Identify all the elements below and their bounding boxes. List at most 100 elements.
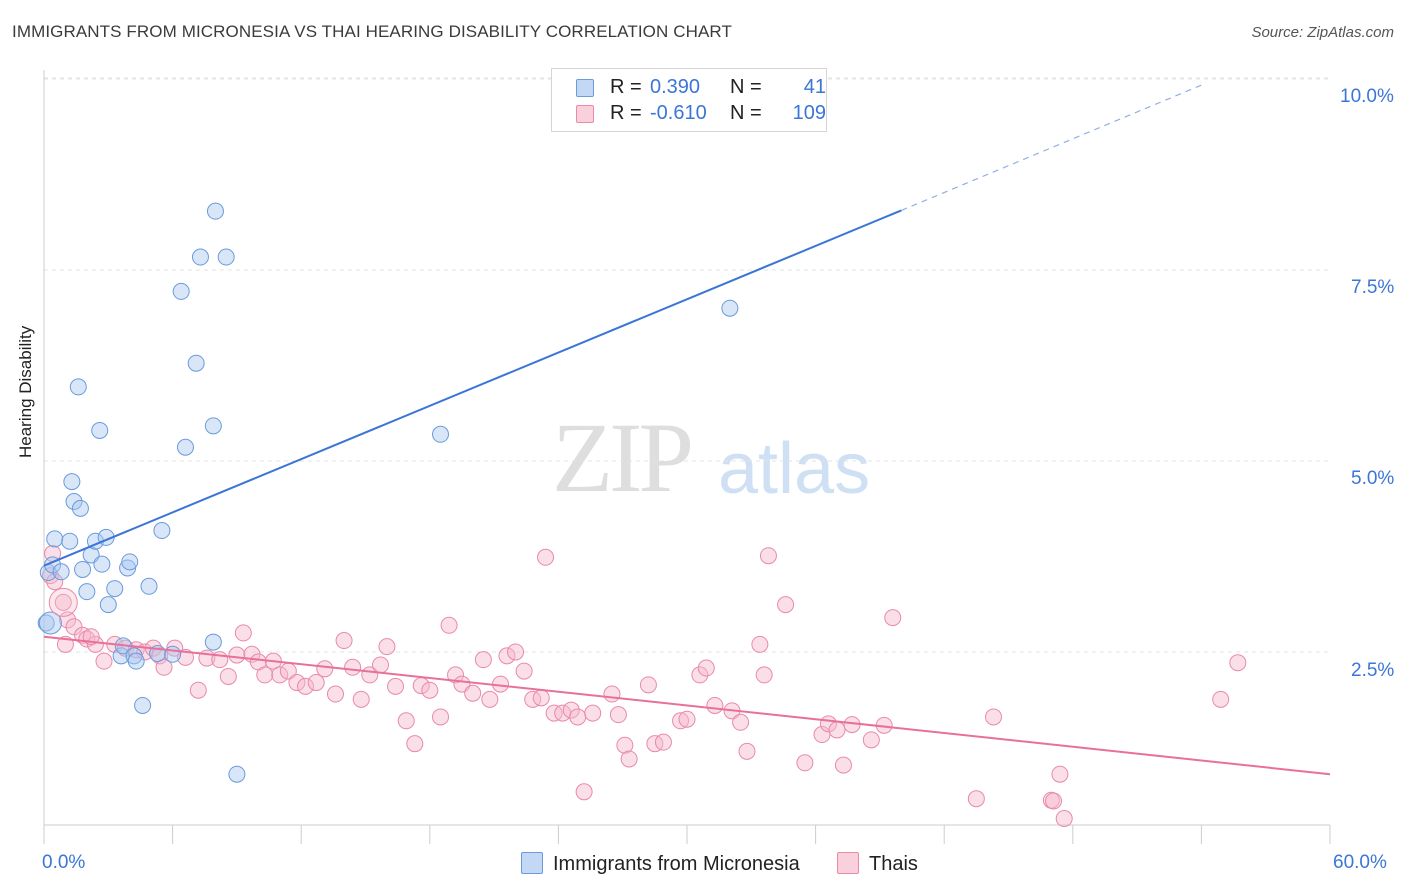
micronesia-point [37,614,55,632]
thais-point [537,548,555,566]
micronesia-point [206,202,224,220]
micronesia-point [191,248,209,266]
micronesia-point [93,555,111,573]
thais-point [524,690,542,708]
chart-title: IMMIGRANTS FROM MICRONESIA VS THAI HEARI… [12,22,732,41]
bottom-legend-swatch-blue [521,852,543,874]
thais-point [307,674,325,692]
y-axis-label: Hearing Disability [16,325,35,458]
source-label: Source: ZipAtlas.com [1251,24,1394,41]
thais-point [421,681,439,699]
micronesia-point [69,378,87,396]
stats-legend: R = 0.390 N = 41 R = -0.610 N = 109 [551,68,827,132]
thais-point [967,790,985,808]
micronesia-point [65,492,83,510]
thais-point [1229,654,1247,672]
thais-point [759,547,777,565]
legend-n-value: 109 [792,102,826,124]
thais-point [219,667,237,685]
micronesia-point [432,425,450,443]
thais-point [646,735,664,753]
thais-point [1051,765,1069,783]
thais-point [406,735,424,753]
micronesia-point [164,645,182,663]
thais-point [151,647,169,665]
thais-point [432,708,450,726]
micronesia-trend-extension [901,84,1202,211]
thais-point [498,647,516,665]
micronesia-point [71,499,89,517]
thais-point [862,731,880,749]
thais-point [1055,810,1073,828]
thais-point [344,658,362,676]
micronesia-point [63,473,81,491]
thais-point [387,677,405,695]
thais-point [228,646,246,664]
thais-point [620,750,638,768]
micronesia-point [91,421,109,439]
thais-point [603,685,621,703]
thais-point [397,712,415,730]
legend-r-value: 0.390 [650,76,701,98]
thais-point [672,712,690,730]
micronesia-point [721,299,739,317]
x-tick-label-max: 60.0% [1333,852,1387,873]
thais-point [474,651,492,669]
legend-n-value: 41 [803,76,826,98]
thais-point [515,662,533,680]
thais-point [884,609,902,627]
micronesia-point [99,596,117,614]
thais-point [507,643,525,661]
thais-point [440,616,458,634]
micronesia-point [134,696,152,714]
thais-point [155,658,173,676]
watermark-zip: ZIP [552,402,694,513]
micronesia-point [187,354,205,372]
thais-point [755,666,773,684]
thais-point [271,666,289,684]
thais-point [481,690,499,708]
thais-point [335,632,353,650]
thais-point [54,593,72,611]
micronesia-point [121,553,139,571]
micronesia-point [78,583,96,601]
micronesia-point [112,647,130,665]
thais-point [654,733,672,751]
micronesia-point [106,580,124,598]
x-tick-label-min: 0.0% [42,852,86,873]
thais-point [777,596,795,614]
micronesia-point [140,577,158,595]
thais-point [706,696,724,714]
thais-point [234,624,252,642]
thais-point [1045,792,1063,810]
legend-r-value: -0.610 [650,102,707,124]
thais-point [288,674,306,692]
legend-n-label: N = [730,102,762,124]
micronesia-point [204,633,222,651]
legend-r-label: R = [610,76,642,98]
thais-point [697,659,715,677]
micronesia-point [127,652,145,670]
thais-point [796,754,814,772]
thais-point [48,587,78,617]
thais-point [828,721,846,739]
thais-point [732,713,750,731]
thais-point [691,666,709,684]
thais-point [639,676,657,694]
micronesia-point [172,282,190,300]
legend-swatch-blue [576,79,594,97]
micronesia-point [228,765,246,783]
thais-trend-line [43,635,1331,776]
thais-point [378,638,396,656]
micronesia-point [217,248,235,266]
thais-point [256,666,274,684]
thais-point [562,701,580,719]
y-tick-label-7-5: 7.5% [1351,277,1395,298]
thais-point [176,648,194,666]
y-tick-label-10-0: 10.0% [1340,86,1394,107]
bottom-legend-label: Immigrants from Micronesia [553,853,800,875]
thais-point [532,689,550,707]
thais-point [316,660,334,678]
micronesia-point [153,522,171,540]
